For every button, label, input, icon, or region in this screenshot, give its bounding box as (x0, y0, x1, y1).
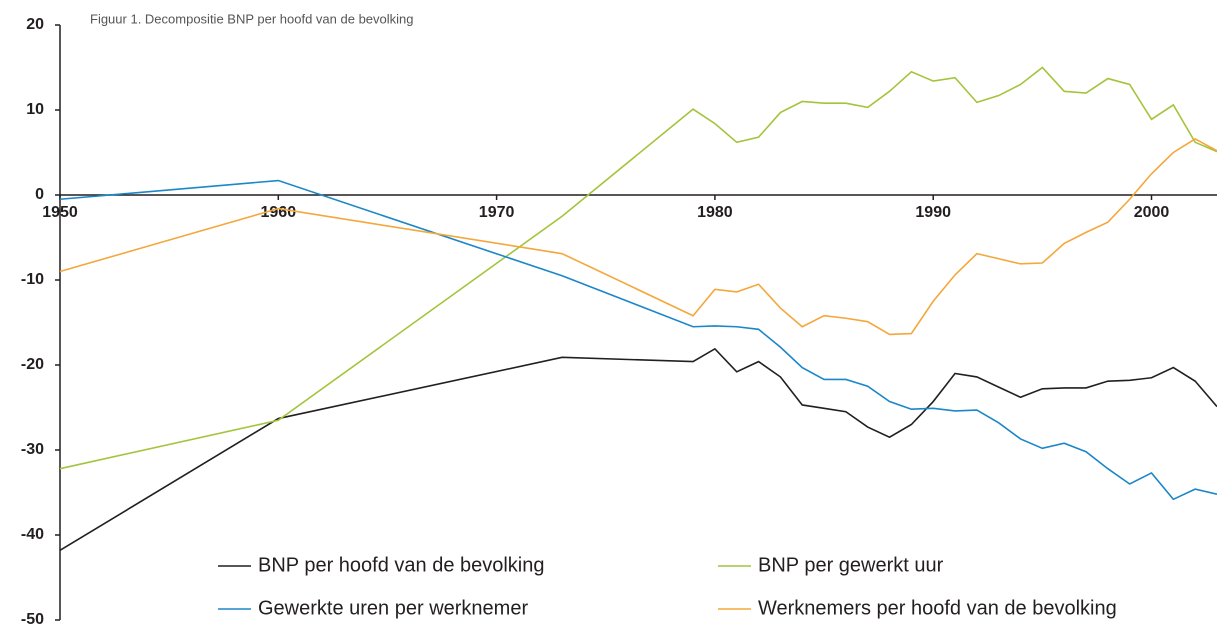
x-tick-label: 1950 (42, 204, 78, 221)
y-tick-label: -20 (21, 356, 44, 373)
chart-title: Figuur 1. Decompositie BNP per hoofd van… (90, 11, 414, 26)
x-tick-label: 2000 (1134, 204, 1170, 221)
legend-label: BNP per hoofd van de bevolking (258, 554, 545, 576)
series-line (59, 179, 1217, 501)
y-tick-label: 0 (35, 186, 44, 203)
series-line (59, 66, 1217, 470)
legend-label: Werknemers per hoofd van de bevolking (758, 597, 1117, 619)
y-tick-label: 10 (26, 101, 44, 118)
y-tick-label: -10 (21, 271, 44, 288)
y-tick-label: -50 (21, 611, 44, 628)
y-tick-label: 20 (26, 16, 44, 33)
x-tick-label: 1990 (915, 204, 951, 221)
series-line (59, 137, 1217, 336)
legend-label: Gewerkte uren per werknemer (258, 597, 528, 619)
y-tick-label: -30 (21, 441, 44, 458)
x-tick-label: 1970 (479, 204, 515, 221)
series-line (59, 347, 1217, 551)
legend-label: BNP per gewerkt uur (758, 554, 944, 576)
y-tick-label: -40 (21, 526, 44, 543)
x-tick-label: 1960 (261, 204, 297, 221)
x-tick-label: 1980 (697, 204, 733, 221)
